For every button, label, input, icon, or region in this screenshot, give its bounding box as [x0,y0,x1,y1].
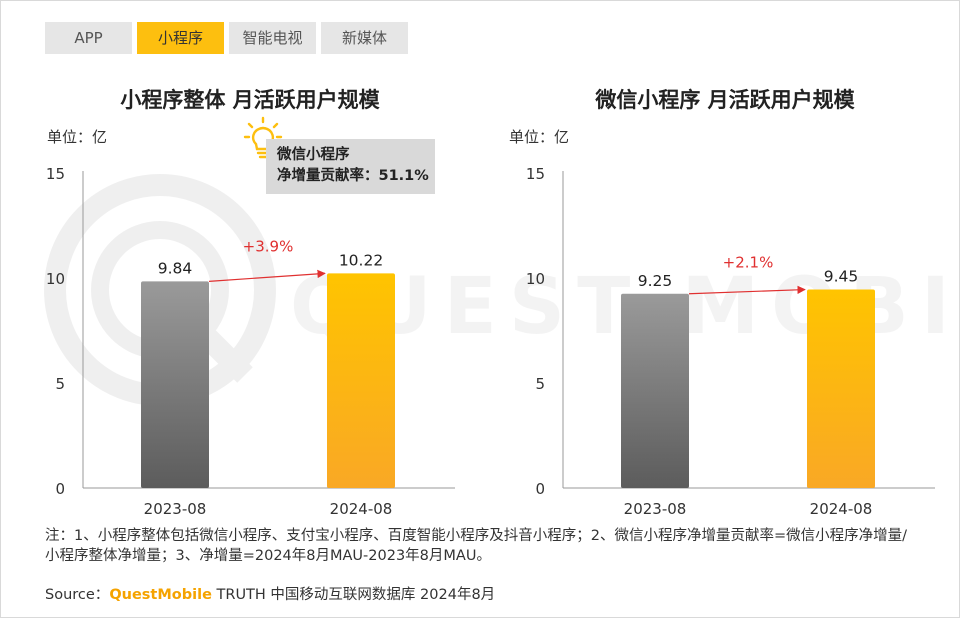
chart-title-left: 小程序整体 月活跃用户规模 [120,88,380,112]
y-tick-label: 5 [55,375,65,393]
unit-label-right: 单位：亿 [509,128,570,146]
bar-2024-08 [327,273,395,488]
footnote: 注：1、小程序整体包括微信小程序、支付宝小程序、百度智能小程序及抖音小程序；2、… [45,528,907,564]
tab-mini-program[interactable]: 小程序 [137,22,224,54]
x-tick-label: 2023-08 [144,500,207,518]
growth-arrow [688,285,806,295]
y-tick-label: 15 [526,165,545,183]
data-label: 9.25 [638,272,673,290]
y-tick-label: 5 [535,375,545,393]
contribution-callout: 微信小程序 净增量贡献率：51.1% [266,139,435,194]
x-tick-label: 2024-08 [330,500,393,518]
tab-bar: APP 小程序 智能电视 新媒体 [45,22,408,54]
growth-rate-label: +3.9% [243,237,294,255]
x-tick-label: 2024-08 [810,500,873,518]
callout-line-1: 微信小程序 [277,147,350,163]
data-label: 9.84 [158,259,193,277]
bar-2024-08 [807,289,875,488]
source-rest: TRUTH 中国移动互联网数据库 2024年8月 [211,587,496,603]
x-tick-label: 2023-08 [624,500,687,518]
source-prefix: Source： [45,587,110,603]
y-tick-label: 10 [526,270,545,288]
unit-label-left: 单位：亿 [47,128,108,146]
y-tick-label: 0 [535,480,545,498]
y-tick-label: 10 [46,270,65,288]
growth-arrow [208,269,326,282]
bar-2023-08 [621,293,689,488]
callout-line-2: 净增量贡献率：51.1% [277,168,429,184]
data-label: 10.22 [339,251,383,269]
tab-new-media[interactable]: 新媒体 [321,22,408,54]
source-brand: QuestMobile [109,587,212,603]
tab-smart-tv[interactable]: 智能电视 [229,22,316,54]
tab-app[interactable]: APP [45,22,132,54]
chart-title-right: 微信小程序 月活跃用户规模 [595,88,855,112]
bar-2023-08 [141,281,209,488]
data-label: 9.45 [824,268,859,286]
growth-rate-label: +2.1% [723,254,774,272]
y-tick-label: 15 [46,165,65,183]
source-line: Source：QuestMobile TRUTH 中国移动互联网数据库 2024… [45,583,495,604]
y-tick-label: 0 [55,480,65,498]
